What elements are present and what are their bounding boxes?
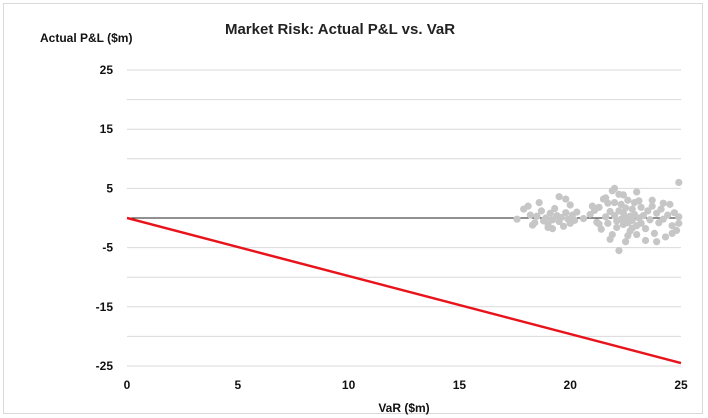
scatter-point <box>648 202 656 210</box>
scatter-point <box>551 204 559 213</box>
scatter-point <box>664 211 672 219</box>
scatter-point <box>633 188 641 196</box>
scatter-point <box>535 199 543 207</box>
x-tick-label: 10 <box>342 378 356 392</box>
scatter-point <box>571 216 579 224</box>
scatter-point <box>544 223 552 232</box>
scatter-point <box>646 216 654 224</box>
y-tick-label: 25 <box>100 63 114 77</box>
chart-title: Market Risk: Actual P&L vs. VaR <box>225 21 455 38</box>
scatter-point <box>637 219 645 227</box>
x-tick-label: 25 <box>674 378 688 392</box>
x-tick-label: 20 <box>564 378 578 392</box>
scatter-point <box>613 223 621 232</box>
scatter-point <box>675 178 683 187</box>
chart-frame <box>3 3 703 414</box>
scatter-point <box>628 224 636 232</box>
scatter-point <box>675 213 683 221</box>
scatter-point <box>606 235 614 243</box>
scatter-point <box>653 238 661 246</box>
scatter-point <box>622 214 630 222</box>
scatter-points <box>513 178 683 255</box>
scatter-point <box>610 199 619 207</box>
scatter-point <box>610 184 619 192</box>
scatter-point <box>668 229 676 237</box>
scatter-point <box>573 208 581 216</box>
scatter-point <box>637 203 645 211</box>
scatter-point <box>615 246 623 255</box>
scatter-point <box>562 195 570 203</box>
scatter-point <box>635 197 643 205</box>
scatter-point <box>661 233 670 241</box>
scatter-point <box>650 229 659 237</box>
scatter-point <box>602 213 610 221</box>
scatter-point <box>557 213 565 222</box>
scatter-point <box>595 220 603 228</box>
scatter-point <box>579 214 588 223</box>
scatter-point <box>624 232 632 240</box>
x-axis-label: VaR ($m) <box>378 401 429 415</box>
scatter-point <box>566 201 574 209</box>
scatter-point <box>628 216 636 224</box>
x-tick-label: 5 <box>234 378 241 392</box>
scatter-point <box>622 238 630 246</box>
scatter-point <box>546 209 554 217</box>
scatter-point <box>639 212 647 220</box>
scatter-point <box>537 207 545 215</box>
y-axis-label: Actual P&L ($m) <box>40 31 132 45</box>
scatter-point <box>619 191 627 199</box>
scatter-point <box>624 196 632 204</box>
scatter-point <box>590 206 599 214</box>
scatter-point <box>533 212 541 220</box>
scatter-point <box>542 214 550 222</box>
y-tick-label: -25 <box>96 359 114 373</box>
scatter-point <box>562 209 570 217</box>
scatter-point <box>622 204 630 212</box>
y-tick-label: -15 <box>96 300 114 314</box>
scatter-point <box>657 205 665 213</box>
scatter-point <box>644 207 652 215</box>
scatter-point <box>633 230 641 239</box>
scatter-point <box>559 222 568 230</box>
scatter-point <box>668 222 676 230</box>
scatter-point <box>604 219 612 227</box>
scatter-point <box>648 196 656 204</box>
scatter-point <box>641 225 650 233</box>
scatter-point <box>666 200 674 208</box>
scatter-point <box>524 202 532 210</box>
y-tick-label: -5 <box>102 241 113 255</box>
y-tick-labels: 25 15 5 -5 -15 -25 <box>96 63 114 373</box>
var-line <box>126 216 682 365</box>
scatter-point <box>604 199 612 207</box>
y-tick-label: 15 <box>100 122 114 136</box>
scatter-point <box>528 221 537 229</box>
scatter-point <box>641 236 650 245</box>
scatter-point <box>513 215 521 223</box>
scatter-point <box>555 193 563 201</box>
x-tick-labels: 0 5 10 15 20 25 <box>124 378 688 392</box>
scatter-point <box>526 211 534 219</box>
x-tick-label: 15 <box>453 378 467 392</box>
var-line-path <box>126 216 682 365</box>
x-tick-label: 0 <box>124 378 131 392</box>
scatter-point <box>675 219 683 227</box>
y-tick-label: 5 <box>106 181 113 195</box>
scatter-point <box>659 199 667 207</box>
